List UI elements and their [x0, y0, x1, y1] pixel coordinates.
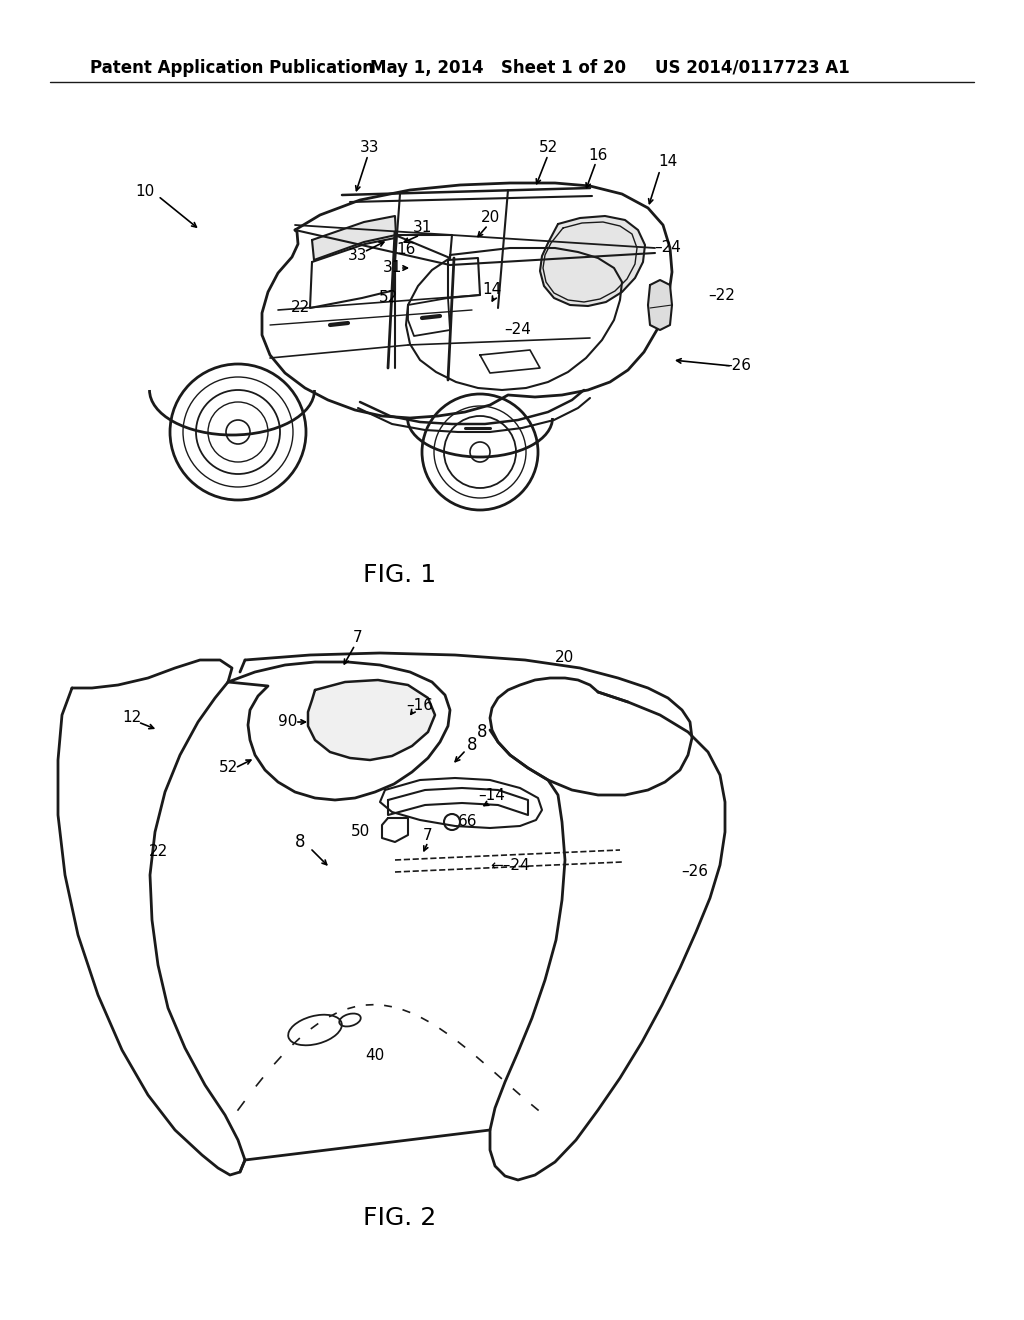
Text: 90: 90	[279, 714, 298, 730]
Polygon shape	[228, 663, 450, 800]
Text: 12: 12	[123, 710, 141, 726]
Text: 10: 10	[135, 185, 155, 199]
Text: 16: 16	[396, 243, 416, 257]
Text: 52: 52	[218, 760, 238, 776]
Text: –22: –22	[709, 288, 735, 302]
Text: 14: 14	[658, 154, 678, 169]
Text: –16: –16	[407, 697, 433, 713]
Text: FIG. 2: FIG. 2	[364, 1206, 436, 1230]
Polygon shape	[58, 660, 245, 1175]
Polygon shape	[540, 216, 645, 306]
Text: 33: 33	[348, 248, 368, 263]
Text: 52: 52	[539, 140, 558, 156]
Text: 22: 22	[148, 845, 168, 859]
Text: 33: 33	[360, 140, 380, 156]
Polygon shape	[480, 350, 540, 374]
Text: –24: –24	[505, 322, 531, 338]
Text: 7: 7	[353, 631, 362, 645]
Text: ←–24: ←–24	[490, 858, 529, 873]
Text: 8: 8	[467, 737, 477, 754]
Polygon shape	[648, 280, 672, 330]
Text: 20: 20	[555, 651, 574, 665]
Text: US 2014/0117723 A1: US 2014/0117723 A1	[655, 59, 850, 77]
Text: 50: 50	[350, 825, 370, 840]
Text: 8: 8	[295, 833, 305, 851]
Text: 16: 16	[589, 148, 607, 162]
Polygon shape	[380, 777, 542, 828]
Text: 31: 31	[413, 220, 432, 235]
Polygon shape	[312, 216, 396, 260]
Polygon shape	[262, 183, 672, 418]
Polygon shape	[245, 653, 692, 795]
Text: –24: –24	[654, 240, 681, 256]
Text: FIG. 1: FIG. 1	[364, 564, 436, 587]
Text: –26: –26	[725, 358, 752, 372]
Text: Patent Application Publication: Patent Application Publication	[90, 59, 374, 77]
Text: –26: –26	[682, 865, 709, 879]
Polygon shape	[382, 818, 408, 842]
Text: 66: 66	[459, 814, 478, 829]
Text: 7: 7	[423, 828, 433, 842]
Text: 40: 40	[366, 1048, 385, 1063]
Text: 52: 52	[379, 290, 397, 305]
Text: 31: 31	[382, 260, 401, 276]
Text: –14: –14	[478, 788, 506, 803]
Text: 20: 20	[480, 210, 500, 226]
Text: 22: 22	[291, 301, 309, 315]
Polygon shape	[308, 680, 435, 760]
Text: May 1, 2014   Sheet 1 of 20: May 1, 2014 Sheet 1 of 20	[370, 59, 626, 77]
Text: 14: 14	[482, 282, 502, 297]
Text: 8: 8	[477, 723, 487, 741]
Polygon shape	[490, 692, 725, 1180]
